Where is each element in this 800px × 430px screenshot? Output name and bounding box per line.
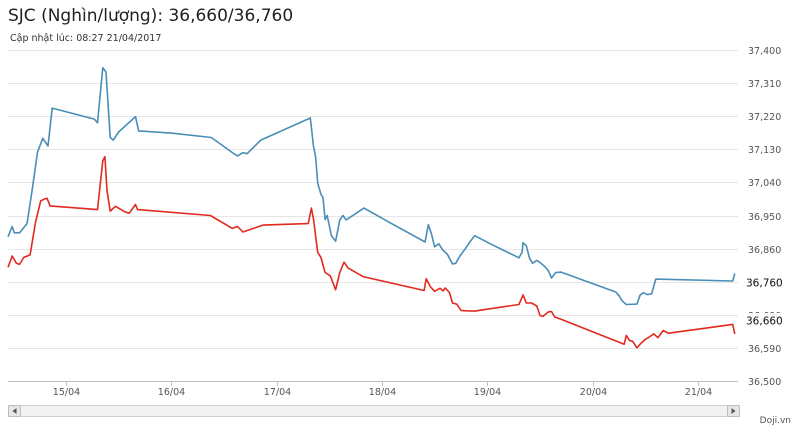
chart-scrollbar[interactable] <box>8 405 740 417</box>
buy-current-label: 36,660 <box>746 316 783 328</box>
y-tick-label: 37,130 <box>748 145 781 156</box>
x-axis-labels: 15/04 16/04 17/04 18/04 19/04 20/04 21/04 <box>53 387 712 398</box>
sell-label-bg <box>742 275 788 290</box>
y-tick-label: 37,220 <box>748 112 781 123</box>
y-tick-label: 36,500 <box>748 377 781 388</box>
chart-title: SJC (Nghìn/lượng): 36,660/36,760 <box>8 6 294 26</box>
x-tick-label: 15/04 <box>53 387 80 398</box>
buy-label-bg <box>742 313 788 328</box>
scrollbar-track[interactable] <box>8 405 740 417</box>
y-tick-label: 36,860 <box>748 245 781 256</box>
y-tick-label: 36,950 <box>748 212 781 223</box>
x-tick-label: 18/04 <box>369 387 396 398</box>
x-tick-label: 21/04 <box>685 387 712 398</box>
sell-price-line <box>7 66 736 306</box>
chevron-left-icon <box>12 408 17 414</box>
y-tick-label: 37,040 <box>748 178 781 189</box>
grid-lines <box>8 50 738 349</box>
x-tick-label: 19/04 <box>474 387 501 398</box>
x-tick-label: 17/04 <box>264 387 291 398</box>
x-tick-label: 16/04 <box>158 387 185 398</box>
y-tick-label: 36,590 <box>748 344 781 355</box>
x-tick-label: 20/04 <box>580 387 607 398</box>
chevron-right-icon <box>731 408 736 414</box>
axes <box>8 381 738 386</box>
source-credit: Doji.vn <box>759 416 791 426</box>
last-updated-text: Cập nhật lúc: 08:27 21/04/2017 <box>10 33 162 44</box>
current-price-labels: 36,760 36,660 <box>742 275 788 328</box>
sell-current-label: 36,760 <box>746 278 783 290</box>
y-tick-label: 37,310 <box>748 79 781 90</box>
y-tick-label: 37,400 <box>748 46 781 57</box>
buy-price-line <box>7 155 736 349</box>
y-axis-labels: 36,50036,59036,68036,77036,86036,95037,0… <box>748 46 781 388</box>
series-lines <box>7 66 736 349</box>
